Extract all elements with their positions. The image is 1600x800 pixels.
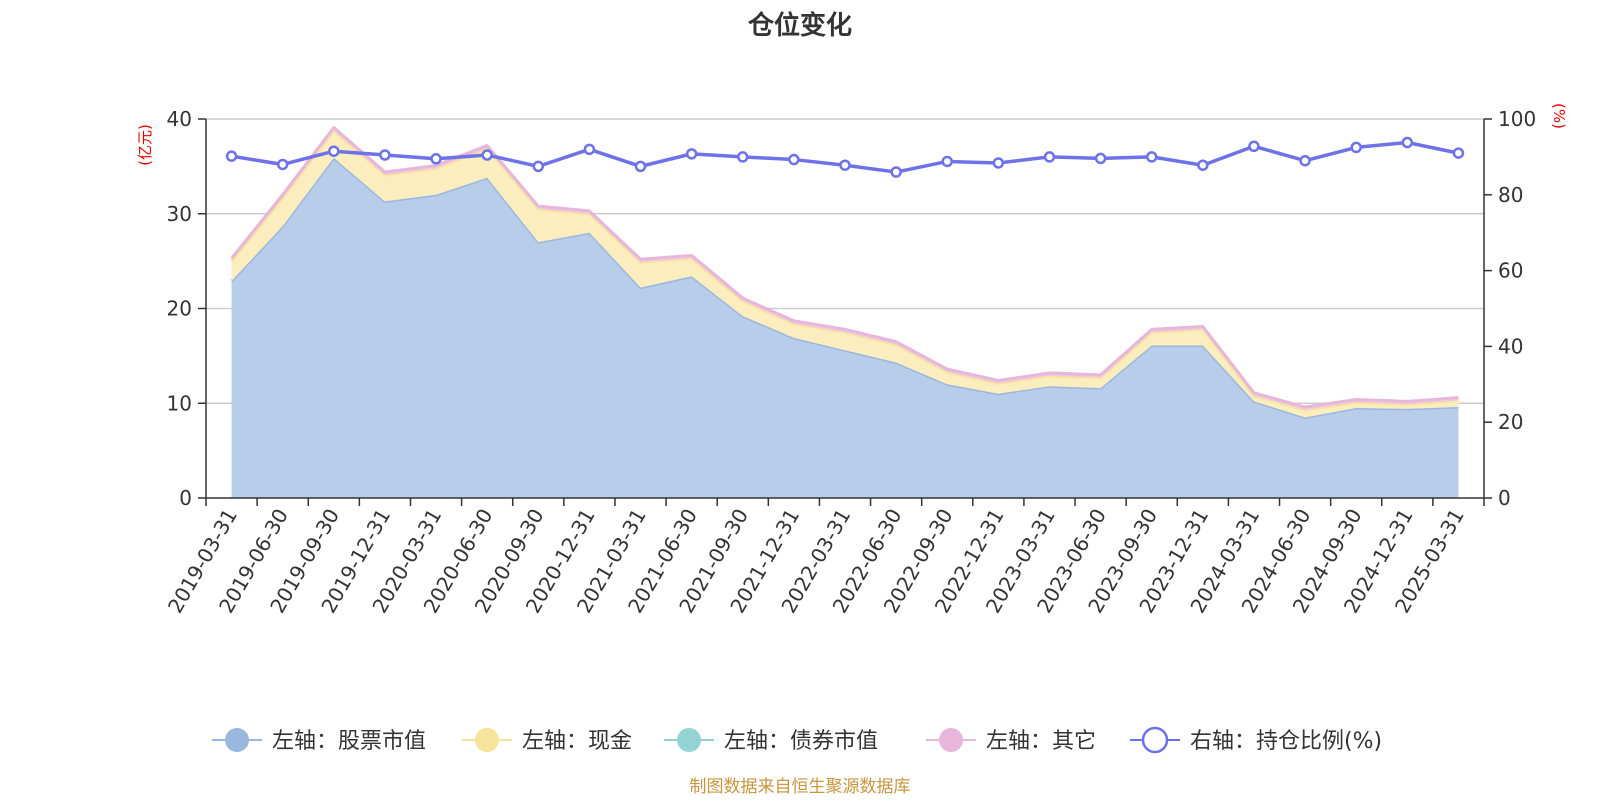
left-tick-label: 0 (179, 486, 192, 510)
right-tick-label: 20 (1498, 410, 1523, 434)
ratio-point (685, 148, 698, 160)
ratio-point (737, 151, 749, 163)
stacked-areas (230, 126, 1459, 498)
data-source-note: 制图数据来自恒生聚源数据库 (690, 777, 911, 797)
ratio-point (225, 150, 238, 162)
legend-marker (225, 728, 249, 752)
ratio-point (634, 160, 647, 173)
ratio-point (1299, 154, 1311, 167)
right-tick-label: 0 (1498, 486, 1511, 510)
ratio-point (379, 149, 391, 161)
legend-marker (939, 728, 963, 752)
right-tick-label: 40 (1498, 334, 1523, 358)
left-tick-label: 20 (167, 297, 192, 321)
ratio-point (1452, 147, 1465, 159)
legend-label: 右轴：持仓比例(%) (1190, 729, 1382, 754)
legend-marker (677, 728, 701, 752)
legend-label: 左轴：现金 (522, 729, 632, 754)
ratio-point (1145, 151, 1158, 163)
ratio-point (1350, 141, 1362, 154)
ratio-point (532, 160, 545, 173)
legend-label: 左轴：其它 (986, 729, 1096, 754)
ratio-point (788, 153, 800, 166)
ratio-point (1401, 136, 1414, 149)
legend: 左轴：股票市值 左轴：现金 左轴：债券市值 左轴：其它 右轴：持仓比例(%) (212, 726, 1382, 754)
legend-label: 左轴：债券市值 (724, 729, 878, 754)
ratio-point (1094, 152, 1107, 165)
right-tick-label: 80 (1498, 183, 1523, 207)
ratio-point (583, 143, 596, 156)
legend-marker (1141, 726, 1169, 754)
ratio-point (1197, 159, 1209, 171)
ratio-point (328, 145, 340, 157)
right-axis-unit: (%) (1550, 103, 1568, 129)
ratio-point (481, 149, 493, 161)
area-edge-series-3 (230, 126, 1459, 409)
holding-ratio-line (225, 136, 1465, 178)
left-tick-label: 40 (167, 107, 192, 131)
ratio-point (890, 166, 902, 178)
left-axis-unit: (亿元) (136, 124, 154, 166)
ratio-point (1248, 140, 1260, 153)
ratio-point (430, 153, 442, 165)
ratio-point (992, 157, 1005, 169)
ratio-point (1043, 151, 1056, 163)
chart-title: 仓位变化 (747, 10, 852, 41)
legend-label: 左轴：股票市值 (272, 729, 426, 754)
ratio-point (276, 158, 289, 171)
legend-marker (475, 728, 499, 752)
area-series-1 (231, 130, 1459, 418)
right-tick-label: 100 (1498, 107, 1536, 131)
left-tick-label: 10 (167, 391, 192, 415)
ratio-point (839, 159, 851, 171)
ratio-point (941, 155, 953, 168)
right-tick-label: 60 (1498, 259, 1523, 283)
left-tick-label: 30 (167, 202, 192, 226)
